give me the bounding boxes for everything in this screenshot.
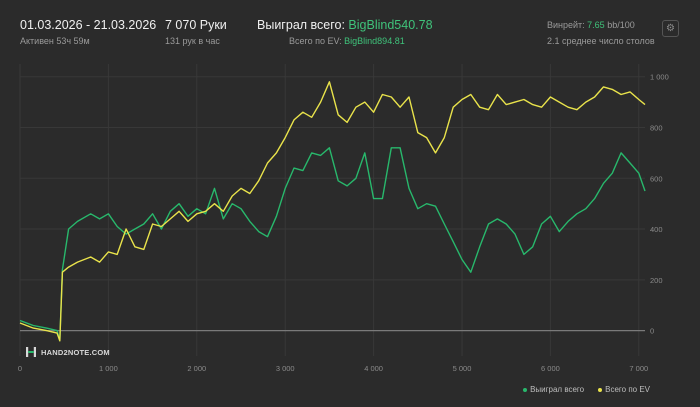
hands-count: 7 070 Руки	[165, 18, 227, 32]
y-tick-label: 600	[650, 174, 663, 183]
settings-gear-icon[interactable]: ⚙	[662, 20, 679, 37]
winrate: Винрейт: 7.65 bb/100	[547, 20, 635, 30]
chart-svg: 0 1 000 2 000 3 000 4 000 5 000 6 000 7 000 0 20…	[18, 64, 669, 373]
x-tick-label: 7 000	[629, 364, 648, 373]
hands-per-hour: 131 рук в час	[165, 36, 220, 46]
y-tick-label: 1 000	[650, 73, 669, 82]
total-ev-value: BigBlind894.81	[344, 36, 405, 46]
series-line-ev	[19, 81, 646, 342]
legend-dot-ev	[598, 387, 603, 392]
legend-label-ev: Всего по EV	[605, 385, 650, 394]
x-tick-label: 5 000	[453, 364, 472, 373]
x-tick-label: 0	[18, 364, 22, 373]
total-ev-label: Всего по EV:	[289, 36, 345, 46]
chart-series	[19, 81, 646, 342]
y-tick-label: 200	[650, 276, 663, 285]
stats-header: 01.03.2026 - 21.03.2026 Активен 53ч 59м …	[0, 0, 700, 56]
x-tick-label: 1 000	[99, 364, 118, 373]
date-range: 01.03.2026 - 21.03.2026	[20, 18, 157, 32]
chart-grid	[19, 64, 645, 356]
winrate-suffix: bb/100	[604, 20, 635, 30]
legend-label-won: Выиграл всего	[530, 385, 585, 394]
total-won-value: BigBlind540.78	[348, 18, 433, 32]
y-tick-label: 400	[650, 225, 663, 234]
series-line-won	[19, 147, 646, 342]
x-tick-label: 3 000	[276, 364, 295, 373]
total-ev: Всего по EV: BigBlind894.81	[289, 36, 405, 46]
hand2note-logo-text: HAND2NOTE.COM	[41, 347, 110, 357]
y-tick-label: 800	[650, 123, 663, 132]
profit-chart: 0 1 000 2 000 3 000 4 000 5 000 6 000 7 000 0 20…	[0, 56, 700, 402]
y-tick-label: 0	[650, 327, 654, 336]
total-won-label: Выиграл всего:	[257, 18, 349, 32]
total-won: Выиграл всего: BigBlind540.78	[257, 18, 433, 32]
x-tick-label: 4 000	[364, 364, 383, 373]
x-tick-label: 6 000	[541, 364, 560, 373]
hand2note-logo: HAND2NOTE.COM	[25, 346, 110, 358]
legend-item-won[interactable]: Выиграл всего	[523, 385, 584, 394]
hand2note-logo-icon	[26, 347, 36, 357]
winrate-label: Винрейт:	[547, 20, 588, 30]
y-axis-ticks: 0 200 400 600 800 1 000	[650, 73, 669, 336]
legend-item-ev[interactable]: Всего по EV	[598, 385, 650, 394]
avg-tables: 2.1 среднее число столов	[547, 36, 655, 46]
x-tick-label: 2 000	[187, 364, 206, 373]
winrate-value: 7.65	[587, 20, 605, 30]
x-axis-ticks: 0 1 000 2 000 3 000 4 000 5 000 6 000 7 000	[18, 364, 648, 373]
chart-legend: Выиграл всего Всего по EV	[523, 385, 650, 394]
active-time: Активен 53ч 59м	[20, 36, 90, 46]
legend-dot-won	[523, 387, 528, 392]
